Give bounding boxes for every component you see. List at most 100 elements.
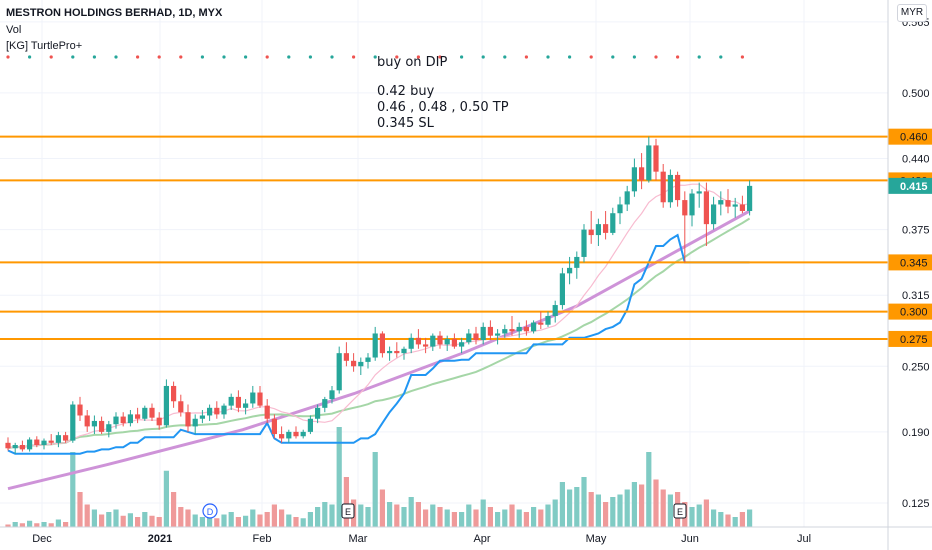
candle-body (351, 360, 357, 367)
candle-body (34, 439, 40, 445)
signal-dot (546, 55, 550, 59)
time-tick-label: Jul (797, 533, 811, 545)
volume-bar (480, 499, 486, 527)
candle-body (142, 407, 148, 419)
volume-bar (379, 489, 385, 527)
candle-body (127, 414, 133, 424)
volume-bar (163, 470, 169, 527)
candle-body (653, 145, 659, 172)
currency-button[interactable]: MYR (897, 4, 927, 22)
candle-body (171, 385, 177, 402)
annotation-line-2: 0.42 buy (377, 84, 435, 99)
earnings-icon (341, 503, 355, 519)
signal-dot (49, 55, 53, 59)
candle-body (718, 200, 724, 205)
signal-dot (654, 55, 658, 59)
volume-bar (171, 492, 177, 527)
signal-dot (157, 55, 161, 59)
candle-body (725, 200, 731, 207)
volume-bar (552, 499, 558, 527)
volume-bar (63, 522, 69, 527)
volume-bar (538, 509, 544, 527)
candle-body (156, 417, 162, 426)
volume-bar (185, 509, 191, 527)
candle-body (509, 329, 515, 332)
volume-bar (545, 504, 551, 527)
price-tick-label: 0.500 (902, 88, 930, 100)
volume-bar (502, 509, 508, 527)
signal-dot (568, 55, 572, 59)
candle-body (581, 229, 587, 257)
signal-dot (179, 55, 183, 59)
candle-body (610, 213, 616, 233)
chart-grid (0, 0, 888, 527)
candle-body (300, 431, 306, 437)
volume-bar (315, 507, 321, 527)
candle-body (214, 407, 220, 415)
volume-bar (135, 517, 141, 527)
level-label-bg (888, 330, 932, 347)
signal-dot (589, 55, 593, 59)
volume-bar (106, 512, 112, 527)
candle-body (279, 434, 285, 439)
volume-bar (178, 507, 184, 527)
volume-bar (41, 522, 47, 527)
volume-bar (329, 504, 335, 527)
volume-bar (120, 515, 126, 527)
volume-bar (603, 502, 609, 527)
earnings-marker[interactable]: E (673, 503, 687, 519)
candle-body (516, 326, 522, 332)
candle-body (739, 204, 745, 212)
signal-dot (416, 55, 420, 59)
candle-body (689, 193, 695, 216)
dividend-marker[interactable]: D (202, 503, 218, 519)
candle-body (603, 224, 609, 233)
volume-indicator-label[interactable]: Vol (6, 24, 22, 36)
signal-dot (373, 55, 377, 59)
signal-dot (460, 55, 464, 59)
candle-body (55, 435, 61, 443)
earnings-marker[interactable]: E (341, 503, 355, 519)
signal-dot (28, 55, 32, 59)
level-label-bg (888, 254, 932, 271)
candle-body (106, 424, 112, 432)
volume-bar (394, 504, 400, 527)
volume-bar (286, 514, 292, 527)
signal-dot (719, 55, 723, 59)
volume-bar (459, 512, 465, 527)
candle-body (588, 229, 594, 236)
candle-body (120, 416, 126, 424)
candle-body (639, 167, 645, 181)
event-marker-label: E (345, 507, 351, 517)
signal-dot (438, 55, 442, 59)
candle-body (63, 435, 69, 441)
candle-body (235, 396, 241, 408)
candle-body (423, 344, 429, 347)
signal-dot (265, 55, 269, 59)
volume-bar (487, 507, 493, 527)
volume-bar (207, 515, 213, 527)
candle-body (415, 337, 421, 345)
price-tick-label: 0.440 (902, 154, 930, 166)
volume-bar (423, 509, 429, 527)
volume-bar (235, 517, 241, 527)
candle-body (286, 431, 292, 439)
turtle-indicator-label[interactable]: [KG] TurtlePro+ (6, 40, 83, 52)
candle-body (408, 337, 414, 349)
volume-bar (437, 507, 443, 527)
volume-bar (588, 492, 594, 527)
candle-body (675, 174, 681, 201)
volume-bar (336, 427, 342, 527)
event-marker-label: E (677, 507, 683, 517)
price-tick-label: 0.375 (902, 225, 930, 237)
candle-body (667, 174, 673, 203)
volume-bar (581, 477, 587, 527)
candle-body (257, 392, 263, 406)
volume-bar (199, 517, 205, 527)
candle-body (624, 191, 630, 205)
volume-bar (689, 507, 695, 527)
candle-body (703, 191, 709, 225)
candle-body (473, 333, 479, 341)
